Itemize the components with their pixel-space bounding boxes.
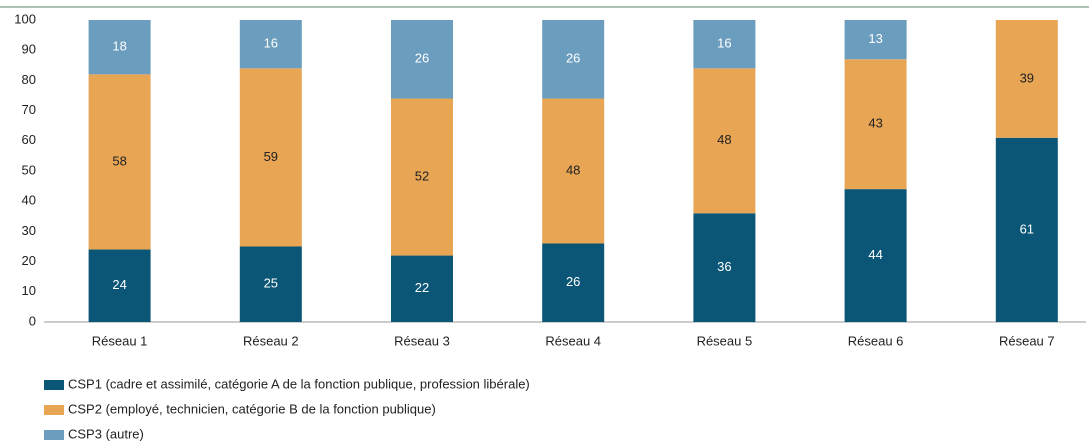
- x-tick-label: Réseau 6: [848, 333, 904, 348]
- data-label: 13: [868, 31, 882, 46]
- data-label: 25: [264, 276, 278, 291]
- bar-segment: [239, 20, 302, 69]
- data-label: 16: [717, 36, 731, 51]
- data-label: 43: [868, 116, 882, 131]
- bar-segment: [88, 249, 151, 322]
- bar-segment: [239, 68, 302, 247]
- bar-segment: [391, 98, 453, 256]
- bar-segment: [391, 255, 453, 322]
- bar-segment: [391, 20, 453, 99]
- data-label: 18: [112, 39, 126, 54]
- y-tick-label: 10: [22, 283, 36, 298]
- data-label: 61: [1020, 221, 1034, 236]
- y-tick-label: 20: [22, 253, 36, 268]
- data-label: 39: [1020, 70, 1034, 85]
- legend-swatch: [44, 430, 64, 440]
- legend-label: CSP1 (cadre et assimilé, catégorie A de …: [68, 376, 530, 391]
- bar-segment: [844, 189, 907, 322]
- legend-swatch: [44, 380, 64, 390]
- bar-segment: [995, 137, 1058, 322]
- data-label: 48: [717, 132, 731, 147]
- x-tick-label: Réseau 5: [697, 333, 753, 348]
- bar-segment: [995, 20, 1058, 138]
- legend-label: CSP3 (autre): [68, 426, 144, 441]
- data-label: 16: [264, 36, 278, 51]
- legend-swatch: [44, 405, 64, 415]
- data-label: 36: [717, 259, 731, 274]
- y-tick-label: 50: [22, 162, 36, 177]
- y-tick-label: 30: [22, 223, 36, 238]
- bar-segment: [693, 20, 756, 69]
- bar-segment: [844, 59, 907, 190]
- bar-segment: [542, 20, 605, 99]
- x-tick-label: Réseau 4: [545, 333, 601, 348]
- data-label: 26: [415, 51, 429, 66]
- x-tick-label: Réseau 1: [92, 333, 148, 348]
- x-tick-label: Réseau 7: [999, 333, 1055, 348]
- bar-segment: [693, 213, 756, 322]
- data-label: 48: [566, 162, 580, 177]
- data-label: 44: [868, 247, 882, 262]
- data-label: 26: [566, 274, 580, 289]
- y-tick-label: 100: [14, 11, 36, 26]
- bar-segment: [693, 68, 756, 214]
- y-tick-label: 90: [22, 42, 36, 57]
- y-tick-label: 70: [22, 102, 36, 117]
- x-tick-label: Réseau 2: [243, 333, 299, 348]
- legend-label: CSP2 (employé, technicien, catégorie B d…: [68, 401, 436, 416]
- bar-segment: [542, 243, 605, 322]
- data-label: 22: [415, 280, 429, 295]
- bar-segment: [542, 98, 605, 244]
- bar-segment: [88, 20, 151, 75]
- data-label: 59: [264, 149, 278, 164]
- bar-segment: [88, 74, 151, 250]
- data-label: 52: [415, 168, 429, 183]
- data-label: 24: [112, 277, 126, 292]
- y-tick-label: 40: [22, 193, 36, 208]
- y-tick-label: 80: [22, 72, 36, 87]
- y-tick-label: 0: [29, 313, 36, 328]
- y-tick-label: 60: [22, 132, 36, 147]
- bar-segment: [844, 20, 907, 60]
- data-label: 26: [566, 51, 580, 66]
- x-tick-label: Réseau 3: [394, 333, 450, 348]
- bar-segment: [239, 246, 302, 322]
- data-label: 58: [112, 153, 126, 168]
